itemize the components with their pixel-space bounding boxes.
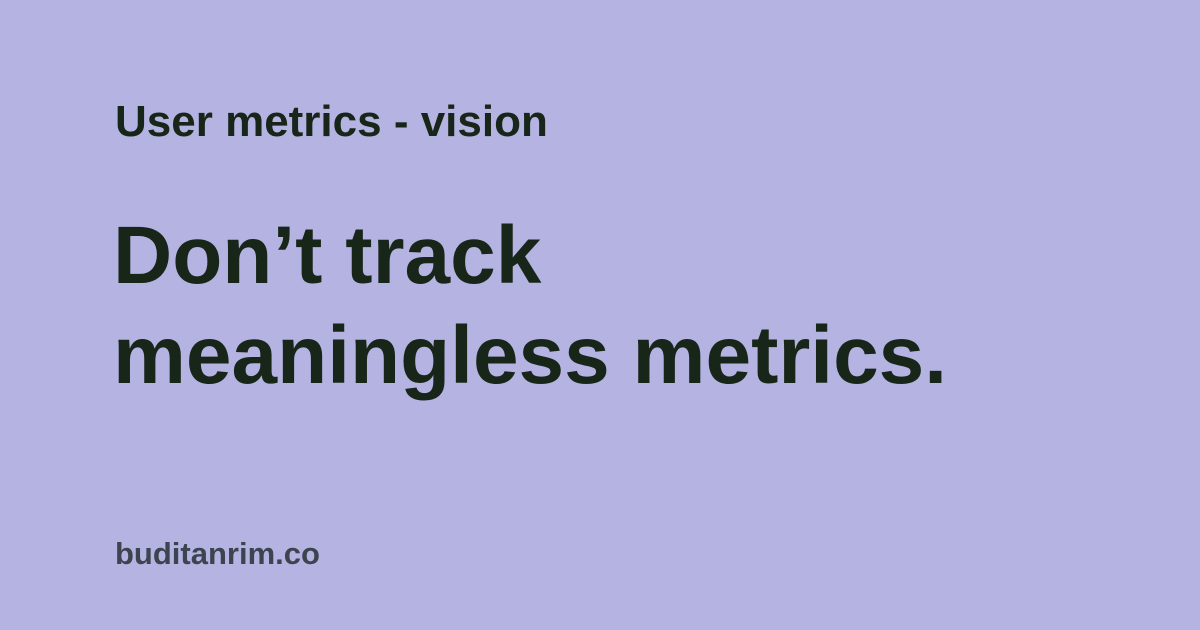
category-label: User metrics - vision — [115, 97, 548, 146]
headline-line-2: meaningless metrics. — [113, 310, 948, 401]
headline-line-1: Don’t track — [113, 210, 542, 301]
site-url: buditanrim.co — [115, 536, 320, 571]
headline: Don’t track meaningless metrics. — [113, 206, 1113, 406]
